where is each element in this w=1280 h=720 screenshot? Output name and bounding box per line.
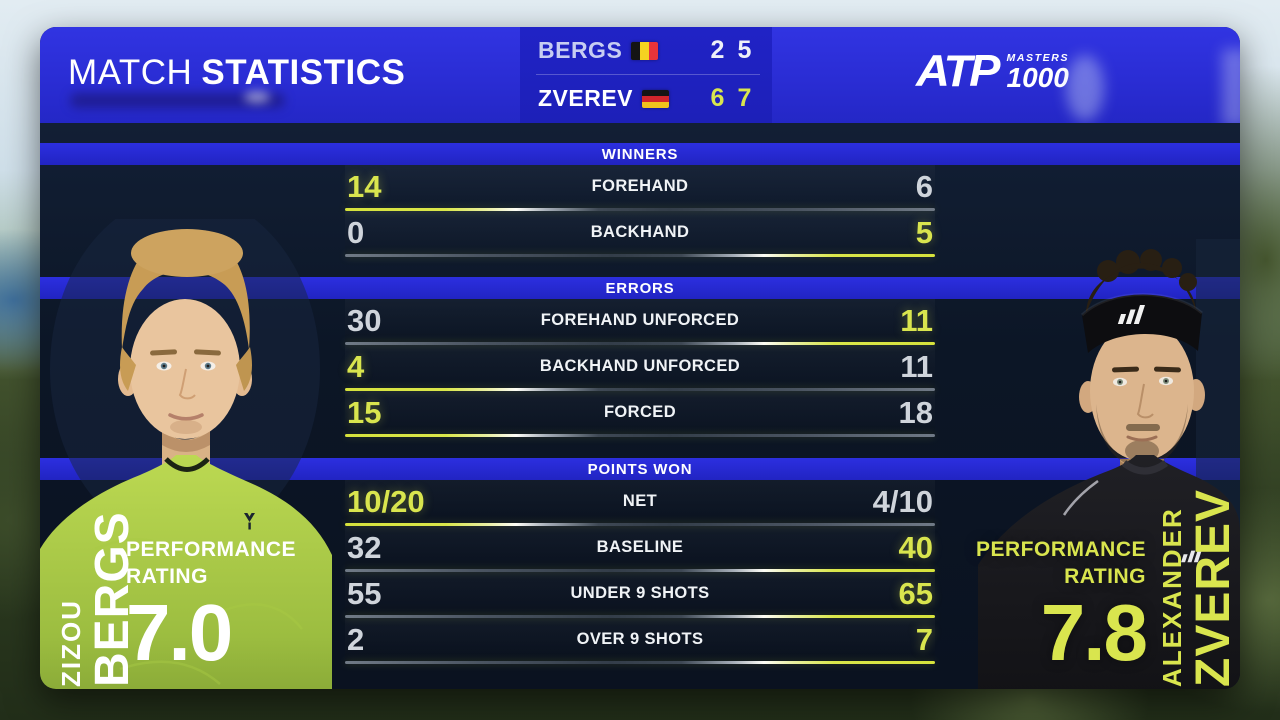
set-score: 2 xyxy=(710,36,725,64)
stat-bar xyxy=(345,342,935,345)
stats-column: 14 FOREHAND 6 0 BACKHAND 5 30 FOREHAND U… xyxy=(345,123,935,689)
stat-label: OVER 9 SHOTS xyxy=(576,630,704,648)
rating-value: 7.8 xyxy=(1040,587,1148,677)
stat-bar xyxy=(345,208,935,211)
stat-value-right: 7 xyxy=(915,621,933,657)
stat-value-left: 4 xyxy=(347,348,365,384)
stat-value-right: 5 xyxy=(915,214,933,250)
bergs-illustration xyxy=(40,219,332,689)
performance-rating-zverev: PERFORMANCE RATING 7.8 xyxy=(975,536,1148,677)
scoreboard-row-zverev: ZVEREV 6 7 xyxy=(520,75,772,122)
rating-label-line1: PERFORMANCE xyxy=(126,538,297,561)
stat-row-over-9-shots: 2 OVER 9 SHOTS 7 xyxy=(345,618,935,664)
stat-value-right: 4/10 xyxy=(872,483,933,519)
stat-row-net: 10/20 NET 4/10 xyxy=(345,480,935,526)
stat-value-left: 2 xyxy=(347,621,365,657)
stat-bar xyxy=(345,434,935,437)
player-name: ZVEREV xyxy=(538,85,634,111)
atp-masters-1000-logo: ATP MASTERS 1000 xyxy=(916,47,1069,94)
player-name-vertical-bergs: ZIZOU BERGS xyxy=(54,475,139,687)
stat-label: FOREHAND xyxy=(591,177,689,195)
section-header-points-won: POINTS WON xyxy=(40,458,1240,480)
stat-label: FORCED xyxy=(603,403,677,421)
match-statistics-panel: MATCH STATISTICS BERGS 2 5 ZVEREV 6 7 xyxy=(40,27,1240,689)
performance-rating-bergs: PERFORMANCE RATING 7.0 xyxy=(126,536,297,677)
rating-label-line2: RATING xyxy=(1064,565,1146,589)
set-score: 6 xyxy=(710,84,725,112)
stat-label: NET xyxy=(622,492,658,510)
rating-label-line2: RATING xyxy=(126,565,208,589)
stat-bar xyxy=(345,615,935,618)
stat-value-left: 0 xyxy=(347,214,365,250)
stat-value-left: 55 xyxy=(347,575,382,611)
blurred-watermark-dot xyxy=(244,91,270,103)
scoreboard-row-bergs: BERGS 2 5 xyxy=(520,27,772,74)
adidas-shirt-logo xyxy=(1181,547,1203,563)
stat-row-under-9-shots: 55 UNDER 9 SHOTS 65 xyxy=(345,572,935,618)
rating-label-line1: PERFORMANCE xyxy=(975,538,1146,561)
stat-value-left: 14 xyxy=(347,168,382,204)
stats-body: WINNERS ERRORS POINTS WON 14 FOREHAND 6 … xyxy=(40,123,1240,689)
rating-value: 7.0 xyxy=(126,587,233,677)
stat-value-right: 6 xyxy=(915,168,933,204)
page-title: MATCH STATISTICS xyxy=(68,53,405,93)
blurred-watermark xyxy=(70,93,285,108)
yonex-logo xyxy=(244,513,255,530)
scoreboard: BERGS 2 5 ZVEREV 6 7 xyxy=(520,27,772,123)
belgium-flag-icon xyxy=(631,41,659,60)
stat-value-left: 10/20 xyxy=(347,483,425,519)
title-word-match: MATCH xyxy=(68,53,193,92)
player-name: BERGS xyxy=(538,37,623,63)
zverev-illustration xyxy=(978,239,1240,689)
stat-value-right: 18 xyxy=(898,394,933,430)
stat-row-backhand-winners: 0 BACKHAND 5 xyxy=(345,211,935,257)
stat-value-left: 32 xyxy=(347,529,382,565)
thousand-label: 1000 xyxy=(1006,62,1069,93)
stat-bar xyxy=(345,523,935,526)
stat-bar xyxy=(345,388,935,391)
section-header-errors: ERRORS xyxy=(40,277,1240,299)
scoreboard-divider xyxy=(536,74,760,75)
stat-label: BASELINE xyxy=(596,538,684,556)
atp-logo-suffix: MASTERS 1000 xyxy=(1007,47,1070,92)
stat-label: FOREHAND UNFORCED xyxy=(540,311,740,329)
first-name: ZIZOU xyxy=(56,599,86,687)
stat-value-left: 15 xyxy=(347,394,382,430)
stat-value-right: 11 xyxy=(900,348,933,384)
blurred-logo-mark xyxy=(1066,55,1104,121)
stat-label: BACKHAND xyxy=(590,223,690,241)
stat-value-right: 65 xyxy=(898,575,933,611)
blurred-edge-mark xyxy=(1222,49,1240,127)
header-bar: MATCH STATISTICS BERGS 2 5 ZVEREV 6 7 xyxy=(40,27,1240,127)
stat-bar xyxy=(345,569,935,572)
masters-label: MASTERS xyxy=(1006,52,1070,64)
stat-value-right: 11 xyxy=(900,302,933,338)
stat-row-forehand-unforced: 30 FOREHAND UNFORCED 11 xyxy=(345,299,935,345)
stat-label: UNDER 9 SHOTS xyxy=(570,584,710,602)
set-score: 7 xyxy=(737,84,752,112)
stat-bar xyxy=(345,661,935,664)
stat-bar xyxy=(345,254,935,257)
player-name-vertical-zverev: ALEXANDER ZVEREV xyxy=(1155,469,1240,687)
player-photo-zverev xyxy=(948,219,1240,689)
stat-label: BACKHAND UNFORCED xyxy=(539,357,741,375)
adidas-headband-logo xyxy=(1117,305,1145,324)
atp-logo-text: ATP xyxy=(916,45,1000,96)
stat-row-forehand-winners: 14 FOREHAND 6 xyxy=(345,165,935,211)
title-word-statistics: STATISTICS xyxy=(201,53,406,92)
set-score: 5 xyxy=(737,36,752,64)
germany-flag-icon xyxy=(642,89,670,108)
stat-row-baseline: 32 BASELINE 40 xyxy=(345,526,935,572)
last-name: ZVEREV xyxy=(1187,488,1240,687)
stat-row-backhand-unforced: 4 BACKHAND UNFORCED 11 xyxy=(345,345,935,391)
first-name: ALEXANDER xyxy=(1156,507,1187,687)
player-photo-bergs xyxy=(40,219,332,689)
stat-value-right: 40 xyxy=(898,529,933,565)
section-header-winners: WINNERS xyxy=(40,143,1240,165)
stat-value-left: 30 xyxy=(347,302,382,338)
stat-row-forced: 15 FORCED 18 xyxy=(345,391,935,437)
